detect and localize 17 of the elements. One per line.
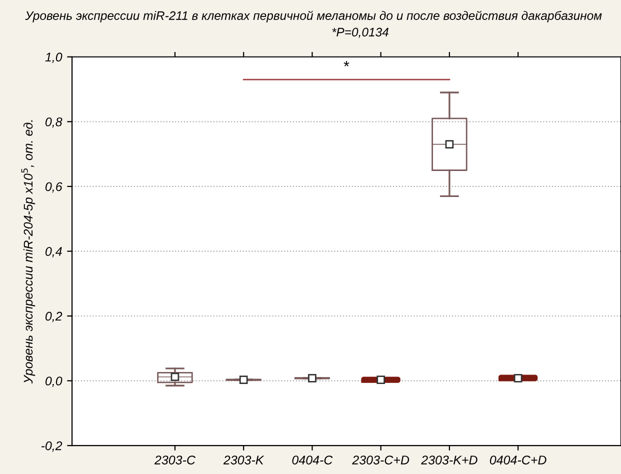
x-tick-label: 2303-C — [154, 456, 196, 464]
x-tick-label: 2303-K+D — [421, 456, 478, 464]
y-tick-label: 0,2 — [45, 312, 62, 322]
x-tick-label: 0404-C — [292, 456, 333, 464]
y-tick-label: 1,0 — [45, 52, 62, 64]
chart-subtitle: *P=0,0134 — [332, 28, 388, 38]
x-tick-label: 0404-C+D — [490, 456, 546, 464]
chart-title: Уровень экспрессии miR-211 в клетках первичной меланомы до и после воздействия дакарбазином — [25, 10, 602, 22]
y-tick-label: -0,2 — [41, 441, 62, 452]
y-tick-label: 0,0 — [45, 376, 62, 387]
annotation: * — [344, 61, 350, 66]
y-tick-label: 0,4 — [45, 247, 62, 258]
y-tick-label: 0,8 — [45, 117, 62, 128]
x-tick-label: 2303-K — [223, 456, 264, 464]
x-tick-label: 2303-C+D — [352, 456, 410, 464]
y-tick-label: 0,6 — [45, 182, 62, 193]
y-axis-title: Уровень экспрессии miR-204-5p x10$^{5}$, от. ед. — [21, 120, 36, 384]
